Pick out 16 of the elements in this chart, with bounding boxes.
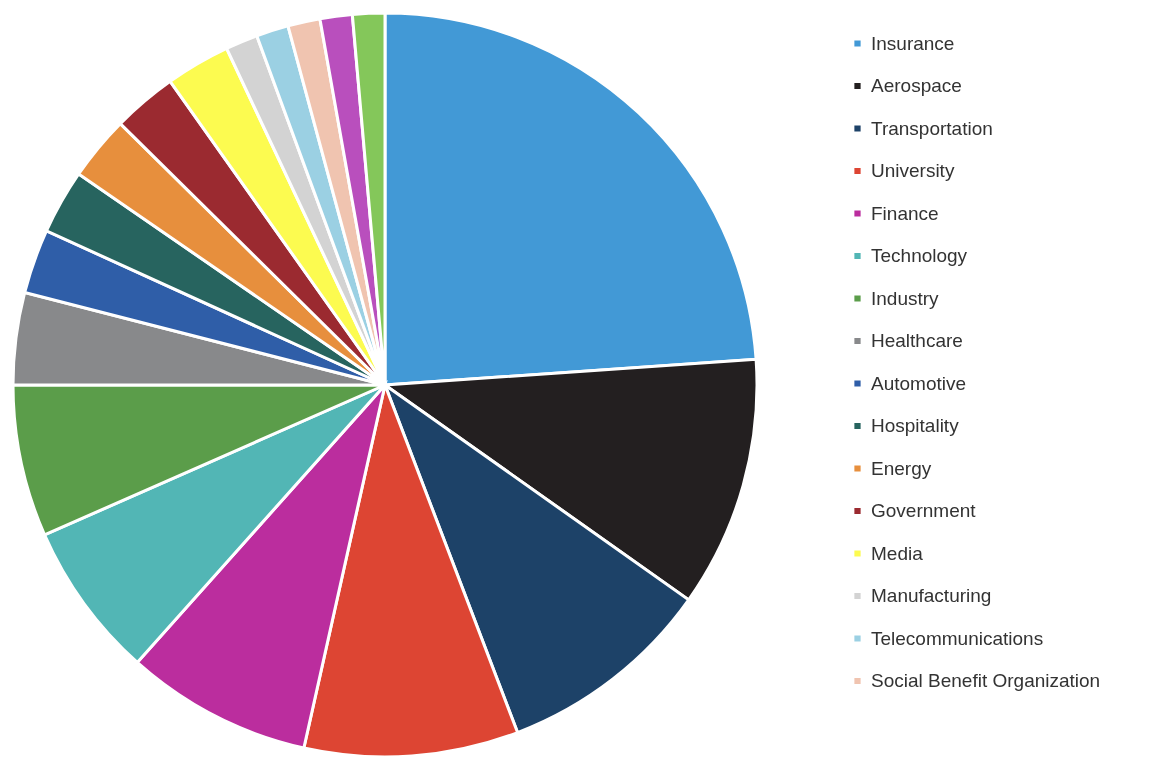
legend-label: Hospitality: [871, 415, 960, 436]
legend-label: Transportation: [871, 117, 993, 139]
legend-label: Media: [871, 542, 924, 564]
legend-label: Automotive: [871, 372, 967, 394]
legend-label: Aerospace: [871, 75, 962, 96]
legend-label: Government: [871, 500, 977, 521]
legend-label: Insurance: [871, 32, 955, 54]
legend-label: Energy: [871, 457, 932, 479]
legend-label: Industry: [871, 287, 940, 309]
legend-label: Social Benefit Organization: [871, 670, 1101, 691]
legend-label: University: [871, 160, 955, 181]
legend-label: Technology: [871, 245, 968, 266]
legend-label: Telecommunications: [871, 627, 1044, 649]
legend-label: Manufacturing: [871, 585, 992, 606]
legend-label: Healthcare: [871, 330, 963, 351]
legend-label: Finance: [871, 202, 939, 224]
